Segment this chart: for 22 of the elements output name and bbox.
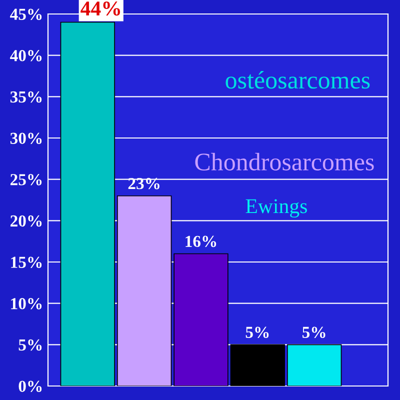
y-tick-label: 20% bbox=[10, 215, 42, 227]
y-tick-label: 0% bbox=[18, 380, 42, 392]
y-tick-label: 10% bbox=[11, 298, 42, 310]
annotation: Ewings bbox=[246, 199, 307, 218]
data-label: 5% bbox=[302, 326, 326, 338]
y-tick-label: 35% bbox=[10, 91, 42, 103]
bar bbox=[116, 195, 172, 386]
annotation: Chondrosarcomes bbox=[195, 152, 374, 170]
data-label: 44% bbox=[80, 1, 120, 16]
annotation: ostéosarcomes bbox=[226, 71, 370, 89]
data-label: 23% bbox=[128, 178, 160, 190]
bar bbox=[174, 253, 228, 386]
bar bbox=[230, 344, 286, 386]
y-tick-label: 40% bbox=[10, 50, 42, 62]
y-tick-label: 45% bbox=[10, 8, 42, 20]
y-tick-label: 5% bbox=[18, 339, 42, 351]
data-label: 5% bbox=[246, 326, 269, 338]
y-tick-label: 30% bbox=[10, 132, 42, 144]
y-tick-label: 15% bbox=[11, 256, 42, 268]
y-tick-label: 25% bbox=[10, 174, 42, 186]
data-label: 16% bbox=[186, 236, 216, 248]
bar bbox=[286, 344, 342, 386]
